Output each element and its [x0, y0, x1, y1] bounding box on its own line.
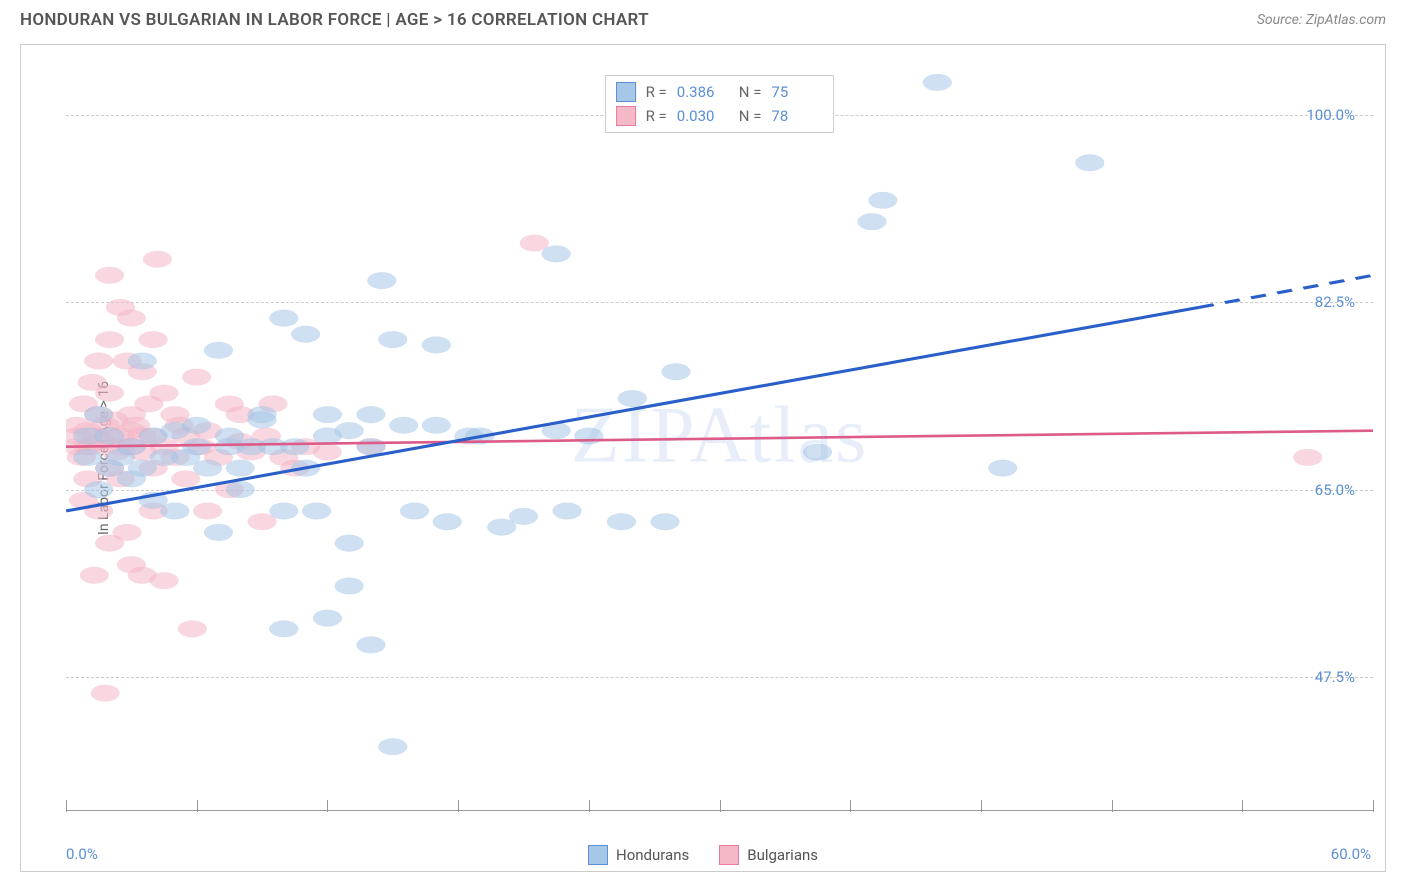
data-point [662, 363, 691, 380]
bulgarian-r-value: 0.030 [677, 107, 729, 125]
chart-source: Source: ZipAtlas.com [1257, 12, 1386, 28]
data-point [150, 572, 179, 589]
data-point [248, 412, 277, 429]
swatch-honduran-icon [616, 82, 636, 102]
data-point [313, 444, 342, 461]
data-point [150, 385, 179, 402]
data-point [226, 460, 255, 477]
data-point [433, 513, 462, 530]
data-point [280, 438, 309, 455]
data-point [357, 438, 386, 455]
data-point [193, 503, 222, 520]
data-point [84, 481, 113, 498]
data-point [143, 251, 172, 268]
data-point [95, 267, 124, 284]
data-point [389, 417, 418, 434]
data-point [422, 337, 451, 354]
legend-label-hondurans: Hondurans [616, 846, 689, 864]
data-point [367, 272, 396, 289]
trend-line-hondurans-dashed [1199, 275, 1373, 307]
data-point [618, 390, 647, 407]
data-point [858, 213, 887, 230]
data-point [291, 326, 320, 343]
data-point [193, 460, 222, 477]
bulgarian-n-value: 78 [771, 107, 823, 125]
x-tick-mark [1373, 800, 1374, 812]
data-point [1075, 155, 1104, 172]
data-point [117, 310, 146, 327]
data-point [248, 513, 277, 530]
data-point [128, 460, 157, 477]
data-point [988, 460, 1017, 477]
series-legend: Hondurans Bulgarians [588, 845, 818, 865]
data-point [171, 471, 200, 488]
honduran-n-value: 75 [771, 83, 823, 101]
data-point [91, 685, 120, 701]
data-point [204, 524, 233, 541]
data-point [335, 578, 364, 595]
data-point [84, 406, 113, 423]
data-point [335, 535, 364, 552]
legend-item-hondurans: Hondurans [588, 845, 689, 865]
chart-container: In Labor Force | Age > 16 ZIPAtlas 47.5%… [20, 44, 1386, 872]
data-point [95, 331, 124, 348]
data-point [607, 513, 636, 530]
data-point [574, 428, 603, 445]
data-point [73, 449, 102, 466]
honduran-r-value: 0.386 [677, 83, 729, 101]
data-point [95, 385, 124, 402]
data-point [803, 444, 832, 461]
data-point [269, 310, 298, 327]
data-point [422, 417, 451, 434]
data-point [509, 508, 538, 525]
data-point [378, 738, 407, 755]
data-point [487, 519, 516, 536]
chart-header: HONDURAN VS BULGARIAN IN LABOR FORCE | A… [0, 0, 1406, 38]
data-point [226, 481, 255, 498]
data-point [378, 331, 407, 348]
data-point [128, 353, 157, 370]
data-point [178, 621, 207, 637]
data-point [269, 503, 298, 520]
data-point [1293, 449, 1322, 466]
data-point [520, 235, 549, 252]
x-axis-start-label: 0.0% [66, 845, 98, 863]
legend-item-bulgarians: Bulgarians [719, 845, 818, 865]
data-point [113, 524, 142, 541]
data-point [84, 353, 113, 370]
data-point [302, 503, 331, 520]
data-point [204, 342, 233, 359]
swatch-honduran-icon [588, 845, 608, 865]
legend-label-bulgarians: Bulgarians [747, 846, 818, 864]
stats-row-bulgarians: R = 0.030 N = 78 [616, 104, 824, 128]
data-point [182, 369, 211, 386]
plot-area: ZIPAtlas 47.5%65.0%82.5%100.0% R = 0.386… [66, 61, 1373, 811]
data-point [553, 503, 582, 520]
data-point [542, 246, 571, 263]
correlation-stats-box: R = 0.386 N = 75 R = 0.030 N = 78 [605, 75, 835, 133]
data-point [269, 621, 298, 637]
x-axis-end-label: 60.0% [1331, 845, 1371, 863]
scatter-plot-svg [66, 61, 1373, 811]
data-point [923, 74, 952, 91]
data-point [182, 438, 211, 455]
swatch-bulgarian-icon [616, 106, 636, 126]
data-point [313, 610, 342, 626]
data-point [335, 422, 364, 439]
data-point [182, 417, 211, 434]
data-point [139, 331, 168, 348]
data-point [400, 503, 429, 520]
data-point [80, 567, 109, 584]
data-point [313, 406, 342, 423]
data-point [95, 428, 124, 445]
data-point [357, 637, 386, 653]
chart-title: HONDURAN VS BULGARIAN IN LABOR FORCE | A… [20, 10, 649, 30]
data-point [651, 513, 680, 530]
data-point [868, 192, 897, 209]
data-point [357, 406, 386, 423]
swatch-bulgarian-icon [719, 845, 739, 865]
data-point [161, 503, 190, 520]
stats-row-hondurans: R = 0.386 N = 75 [616, 80, 824, 104]
